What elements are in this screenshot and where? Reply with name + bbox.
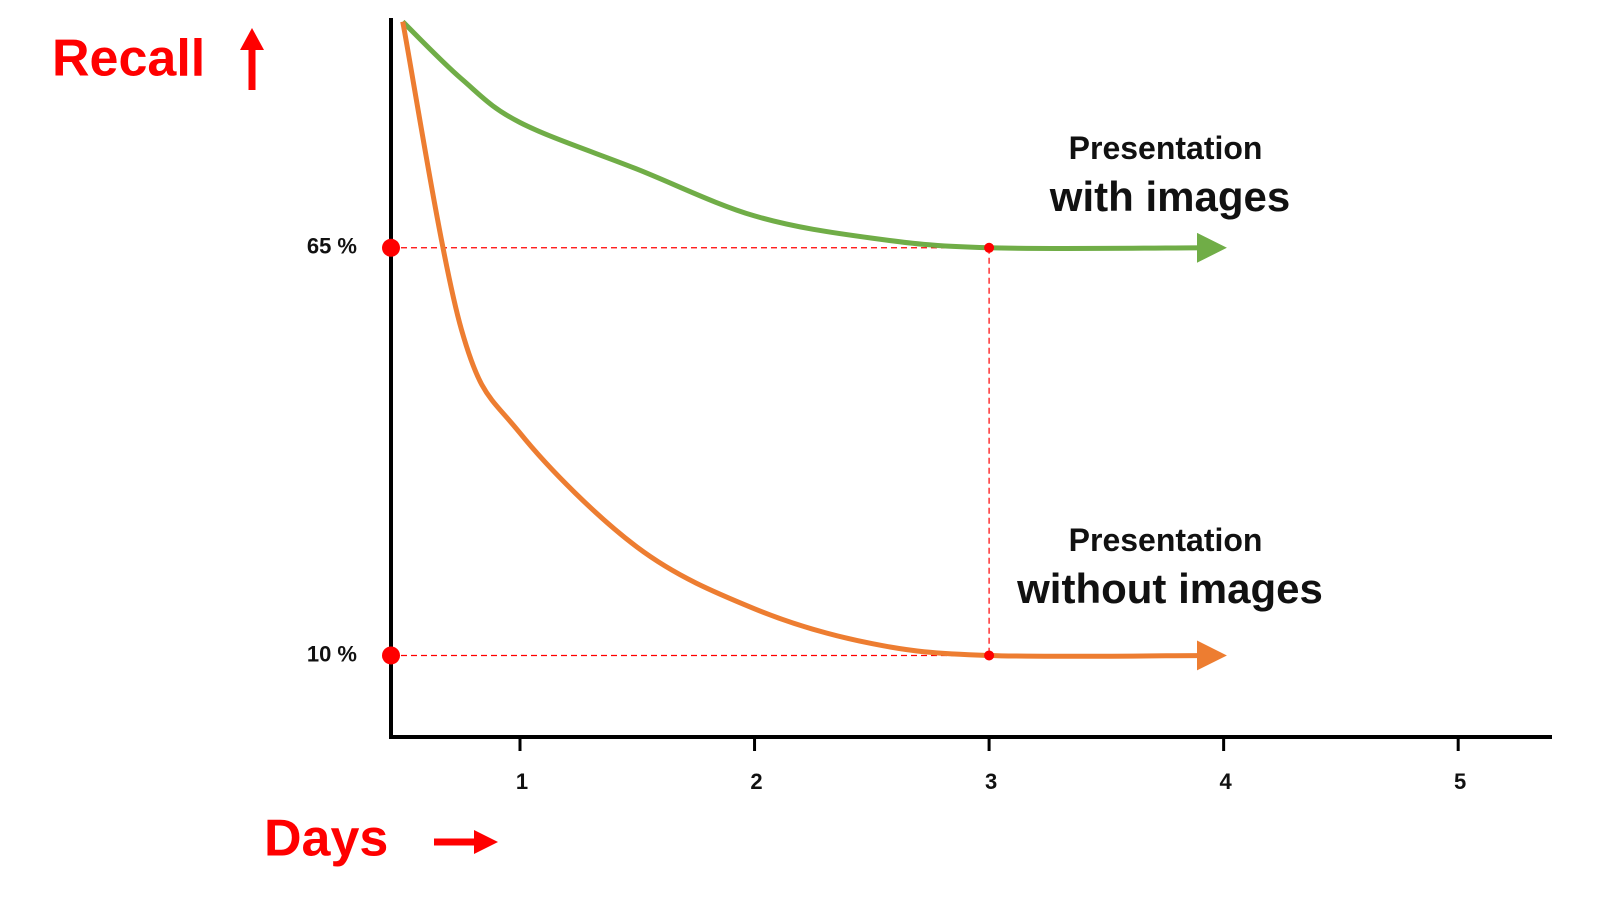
x-tick-label: 1 (516, 769, 528, 794)
y-tick-dot (382, 238, 400, 257)
y-axis-title: Recall (52, 30, 205, 88)
x-tick-label: 4 (1220, 769, 1233, 794)
x-tick-label: 3 (985, 769, 997, 794)
series-label: Presentation with images (1049, 130, 1290, 220)
x-axis-title: Days (264, 810, 388, 868)
x-tick-label: 5 (1454, 769, 1466, 794)
y-tick-label: 10 % (307, 641, 357, 666)
y-title-arrow (240, 28, 264, 90)
y-tick-dot (382, 646, 400, 665)
y-tick-label: 65 % (307, 234, 357, 259)
series-line (400, 21, 1227, 671)
point-marker (984, 650, 995, 661)
x-title-arrow (434, 830, 498, 854)
x-tick-label: 2 (750, 769, 762, 794)
series-label: Presentation without images (1016, 522, 1323, 612)
point-marker (984, 242, 995, 253)
